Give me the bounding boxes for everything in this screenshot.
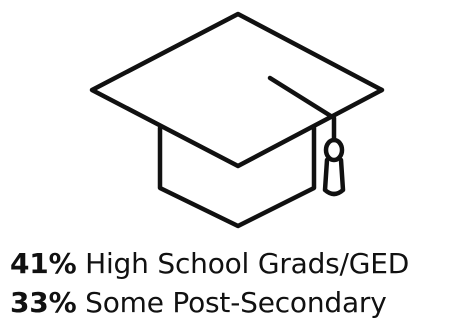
stat-post-secondary: 33% Some Post-Secondary	[10, 283, 446, 322]
stat-label: High School Grads/GED	[76, 247, 410, 280]
tassel-cord	[267, 75, 337, 143]
graduation-cap-svg	[89, 11, 385, 229]
cap-board	[89, 11, 385, 169]
cap-body	[157, 125, 317, 229]
stat-value: 33%	[10, 286, 77, 319]
tassel-knot	[323, 137, 345, 163]
stat-high-school: 41% High School Grads/GED	[10, 244, 446, 283]
stats-list: 41% High School Grads/GED 33% Some Post-…	[10, 244, 446, 322]
stat-label: Some Post-Secondary	[76, 286, 387, 319]
graduation-cap-icon	[89, 11, 385, 229]
stat-value: 41%	[10, 247, 77, 280]
tassel-strands	[322, 157, 346, 197]
